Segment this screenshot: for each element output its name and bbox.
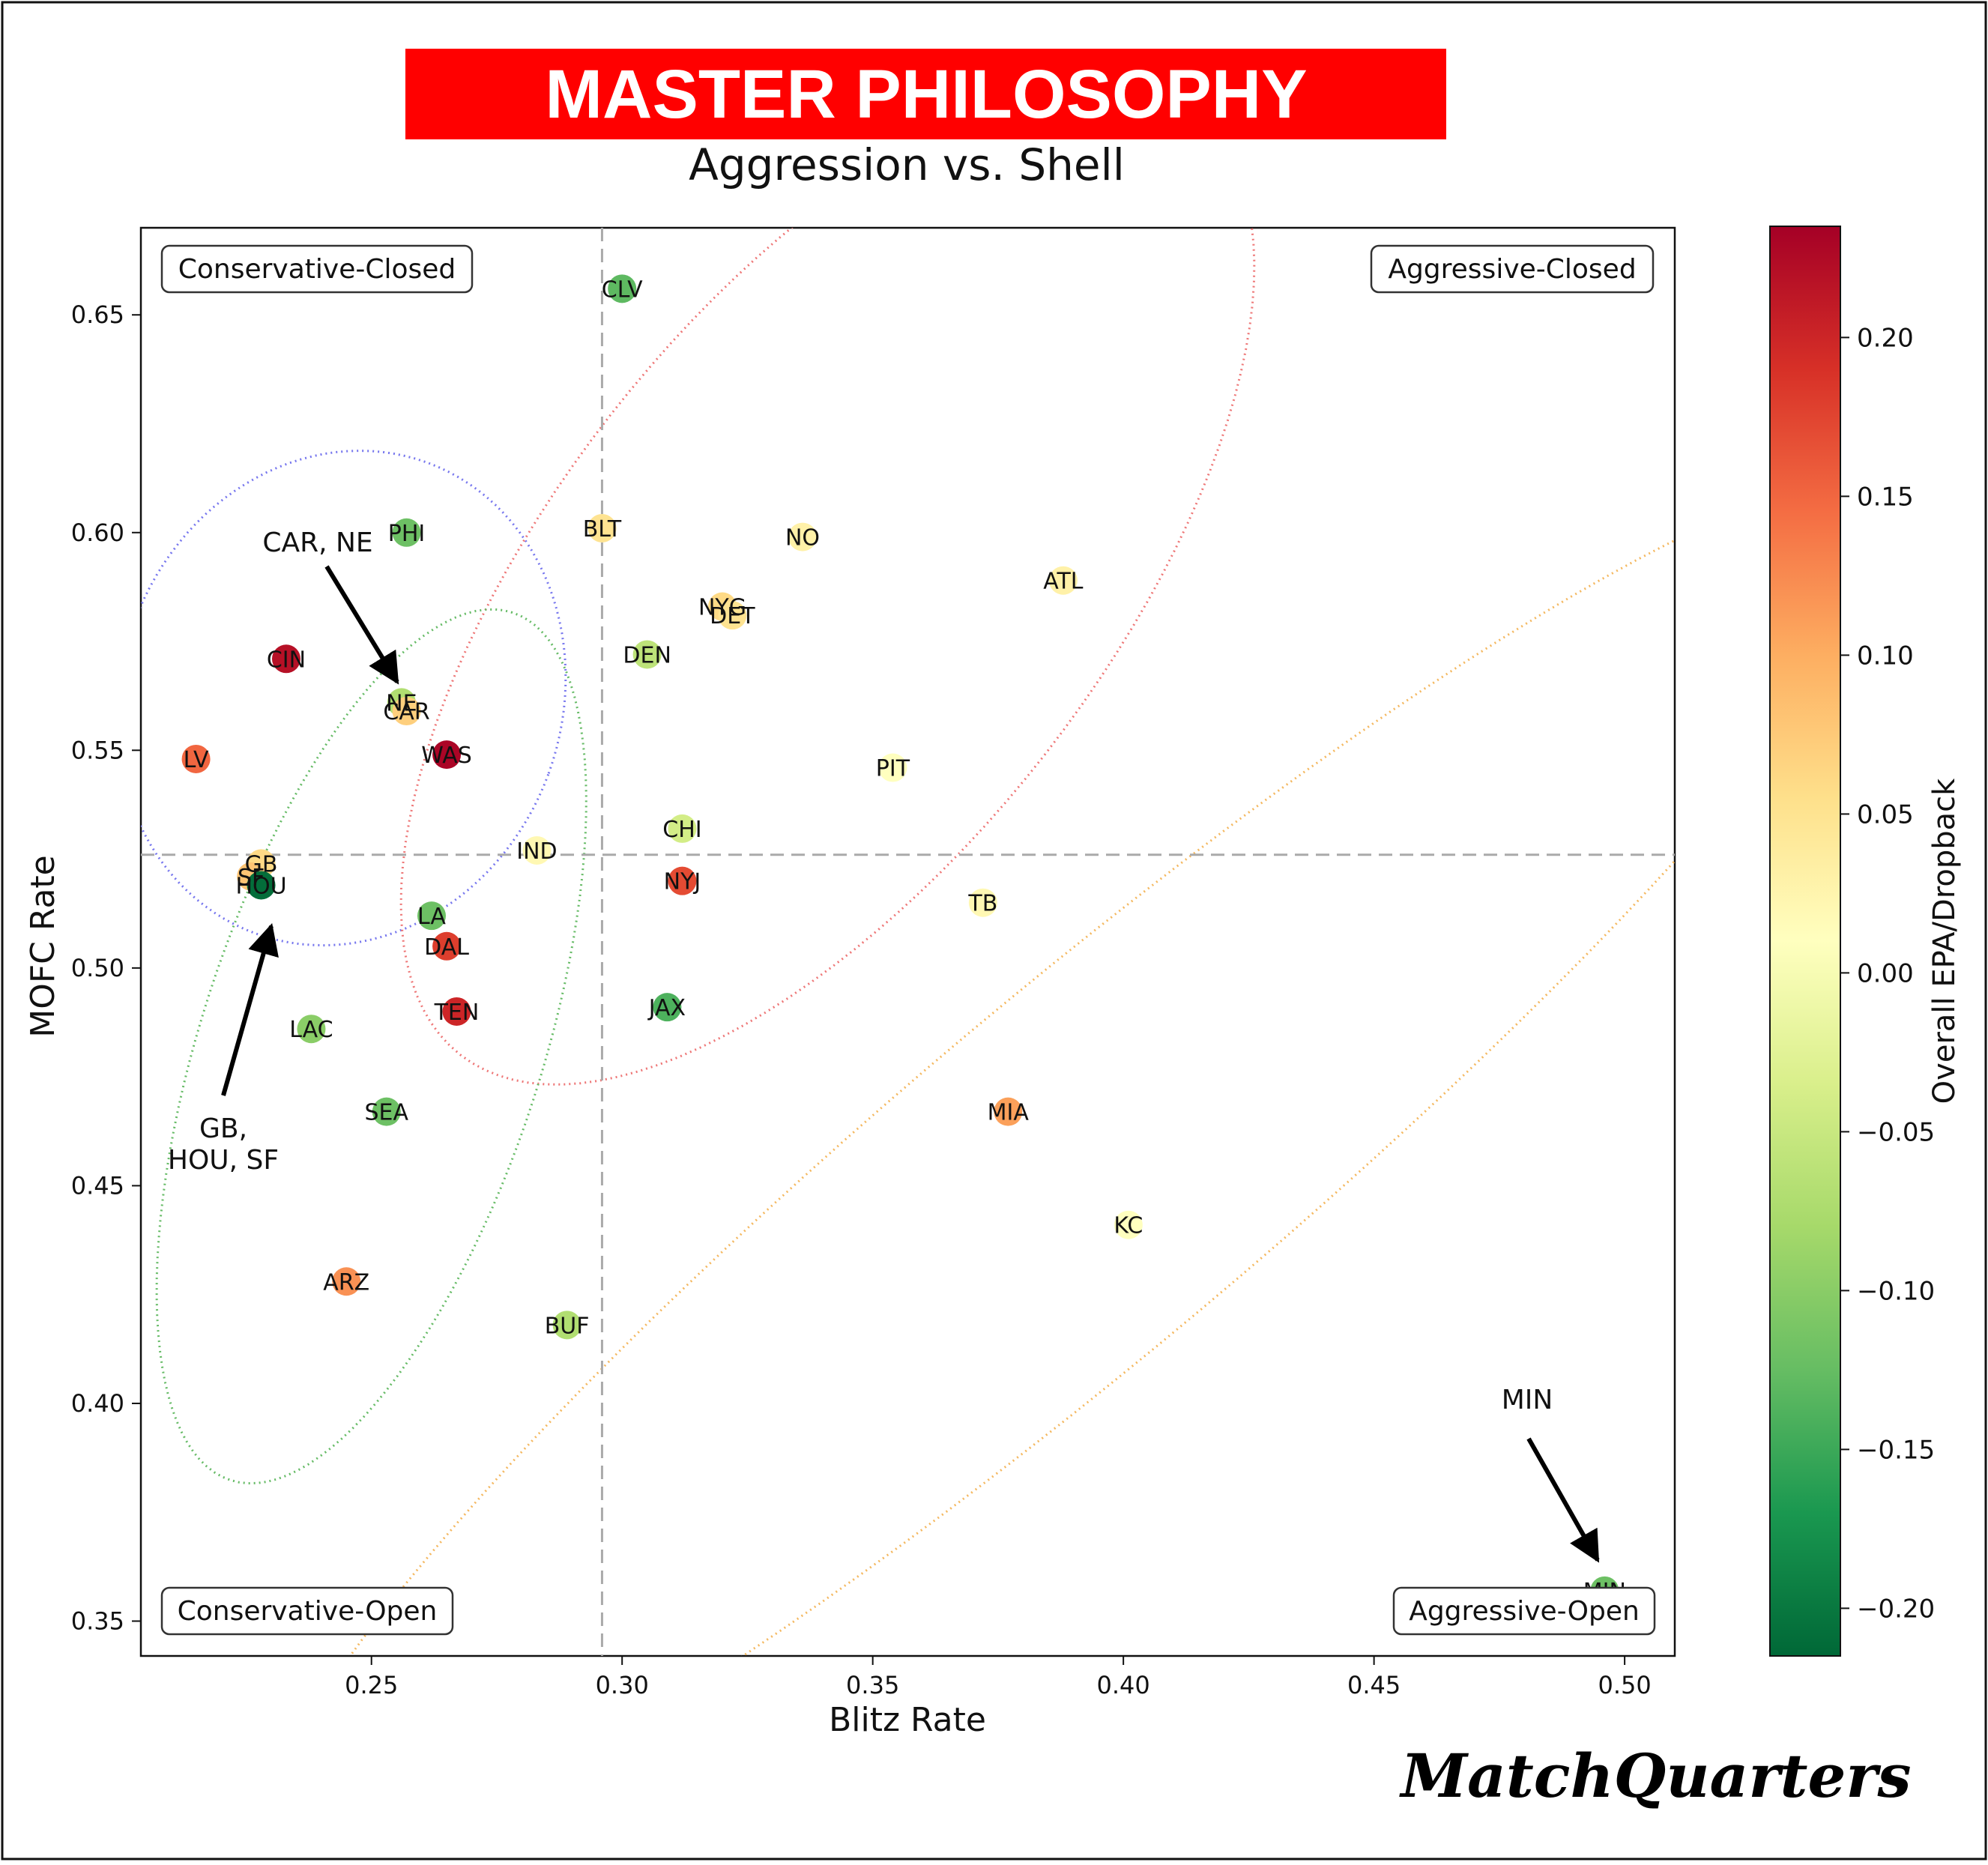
point-label-hou: HOU	[235, 873, 286, 899]
annotation-text: MIN	[1502, 1385, 1553, 1415]
chart-subtitle: Aggression vs. Shell	[689, 139, 1125, 190]
y-tick-label: 0.50	[71, 954, 124, 982]
point-label-det: DET	[710, 603, 755, 629]
quadrant-label-bottom-left: Conservative-Open	[162, 1588, 453, 1634]
y-tick-label: 0.35	[71, 1607, 124, 1636]
point-label-ind: IND	[516, 838, 557, 865]
quadrant-label-text: Aggressive-Open	[1409, 1596, 1640, 1627]
point-label-clv: CLV	[602, 276, 643, 303]
colorbar-tick-label: −0.10	[1857, 1276, 1935, 1306]
point-label-cin: CIN	[267, 647, 306, 673]
point-label-chi: CHI	[662, 817, 701, 843]
point-label-car: CAR	[383, 699, 429, 725]
quadrant-label-text: Conservative-Open	[178, 1596, 438, 1627]
point-label-blt: BLT	[583, 516, 622, 542]
point-label-lac: LAC	[289, 1017, 333, 1043]
colorbar-tick-label: −0.20	[1857, 1594, 1935, 1624]
quadrant-label-top-right: Aggressive-Closed	[1371, 246, 1653, 292]
point-label-sea: SEA	[365, 1100, 409, 1126]
point-label-la: LA	[417, 904, 446, 930]
annotation-text: HOU, SF	[168, 1145, 279, 1176]
point-label-buf: BUF	[545, 1313, 590, 1339]
x-axis-label: Blitz Rate	[829, 1701, 986, 1739]
y-tick-label: 0.45	[71, 1171, 124, 1200]
x-tick-label: 0.40	[1097, 1671, 1150, 1699]
point-label-mia: MIA	[988, 1100, 1030, 1126]
y-tick-label: 0.60	[71, 519, 124, 547]
quadrant-label-bottom-right: Aggressive-Open	[1394, 1588, 1655, 1634]
colorbar-tick-label: 0.15	[1857, 482, 1914, 512]
colorbar	[1770, 226, 1840, 1656]
x-tick-label: 0.35	[846, 1671, 899, 1699]
colorbar-tick-label: 0.20	[1857, 323, 1914, 353]
quadrant-label-text: Aggressive-Closed	[1388, 254, 1636, 285]
x-tick-label: 0.50	[1598, 1671, 1651, 1699]
y-tick-label: 0.55	[71, 736, 124, 764]
y-tick-label: 0.65	[71, 300, 124, 329]
point-label-no: NO	[785, 525, 820, 551]
point-label-lv: LV	[184, 747, 209, 773]
annotation-text: GB,	[199, 1113, 247, 1144]
plot-area	[141, 228, 1675, 1656]
y-tick-label: 0.40	[71, 1389, 124, 1418]
quadrant-label-top-left: Conservative-Closed	[162, 246, 472, 292]
point-label-kc: KC	[1114, 1213, 1143, 1239]
point-label-arz: ARZ	[323, 1269, 369, 1296]
point-label-was: WAS	[421, 743, 472, 769]
annotation-text: CAR, NE	[262, 528, 372, 558]
point-label-ten: TEN	[434, 1000, 480, 1026]
colorbar-tick-label: 0.05	[1857, 799, 1914, 829]
x-tick-label: 0.25	[345, 1671, 398, 1699]
point-label-dal: DAL	[424, 934, 469, 961]
point-label-tb: TB	[967, 891, 997, 917]
point-label-nyj: NYJ	[664, 869, 701, 895]
brand-logo: MatchQuarters	[1398, 1741, 1911, 1811]
colorbar-tick-label: −0.15	[1857, 1435, 1935, 1465]
quadrant-label-text: Conservative-Closed	[178, 254, 456, 285]
banner-title: MASTER PHILOSOPHY	[545, 56, 1307, 133]
colorbar-tick-label: 0.10	[1857, 641, 1914, 671]
y-axis-label: MOFC Rate	[24, 855, 62, 1038]
colorbar-tick-label: −0.05	[1857, 1117, 1935, 1147]
colorbar-tick-label: 0.00	[1857, 958, 1914, 988]
point-label-jax: JAX	[647, 995, 686, 1021]
point-label-atl: ATL	[1043, 569, 1084, 595]
x-tick-label: 0.45	[1347, 1671, 1401, 1699]
point-label-pit: PIT	[876, 756, 910, 782]
point-label-phi: PHI	[388, 521, 426, 547]
point-label-den: DEN	[623, 642, 671, 668]
colorbar-label: Overall EPA/Dropback	[1927, 778, 1962, 1104]
x-tick-label: 0.30	[596, 1671, 649, 1699]
